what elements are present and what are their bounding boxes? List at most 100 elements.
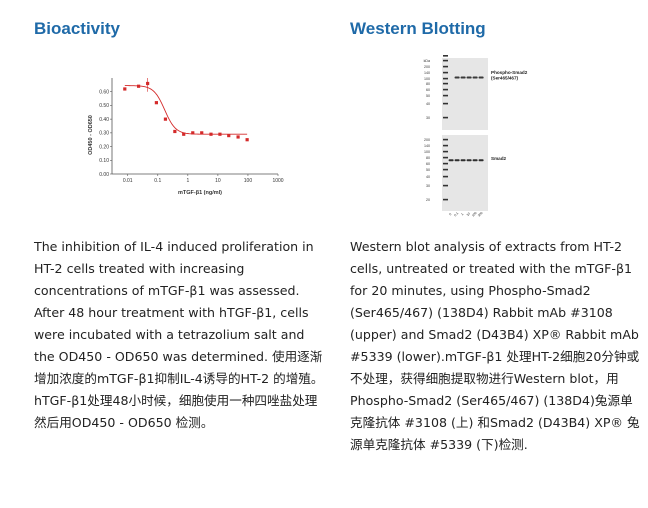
data-point	[191, 131, 195, 135]
data-point	[218, 132, 222, 136]
upper-ladder-band	[443, 102, 448, 105]
lower-ladder-label: 80	[426, 156, 430, 160]
lower-ladder-band	[443, 184, 448, 187]
bioactivity-description: The inhibition of IL-4 induced prolifera…	[34, 239, 324, 430]
lower-ladder-labels: 200 140 100 80 60 50 40 30 20	[424, 138, 448, 202]
y-tick-label: 0.00	[99, 172, 109, 178]
upper-ladder-label: 80	[426, 82, 430, 86]
upper-ladder-band	[443, 65, 448, 68]
data-point	[136, 84, 141, 88]
upper-antibody-label: Phospho-Smad2 (Ser465/467)	[491, 70, 529, 81]
data-point	[173, 129, 177, 134]
lower-ladder-label: 200	[424, 138, 430, 142]
data-point	[146, 81, 150, 86]
y-tick-label: 0.30	[99, 131, 109, 137]
upper-ladder-band	[443, 71, 448, 74]
upper-ladder-band	[443, 77, 448, 80]
phospho-smad2-band	[472, 76, 478, 79]
smad2-band	[460, 159, 466, 162]
upper-ladder-label: 200	[424, 65, 430, 69]
lower-ladder-label: 100	[424, 150, 430, 154]
lower-ladder-band	[443, 198, 448, 201]
upper-ladder-label: 20	[426, 55, 430, 56]
data-points	[123, 78, 249, 142]
upper-membrane	[442, 58, 488, 130]
y-tick-label: 0.10	[99, 158, 109, 164]
phospho-smad2-band	[460, 76, 466, 79]
data-point	[163, 117, 168, 121]
lower-ladder-band	[443, 144, 448, 147]
smad2-band	[448, 159, 454, 162]
upper-ladder-band	[443, 116, 448, 119]
upper-ladder-label: kDa	[424, 59, 430, 63]
smad2-band	[472, 159, 478, 162]
dose-response-chart: 0.00 0.10 0.20 0.30 0.40 0.50 0.60 0.01 0.1 1 10 10…	[88, 78, 284, 196]
lane-labels: 0 0.1 1 10 100 300	[448, 211, 483, 218]
blot-bands	[448, 76, 484, 162]
lower-ladder-band	[443, 168, 448, 171]
y-tick-label: 0.50	[99, 103, 109, 109]
phospho-smad2-band	[478, 76, 484, 79]
data-point	[245, 138, 249, 142]
data-point	[200, 131, 204, 135]
lane-label: 100	[471, 211, 478, 218]
y-axis-label: OD450 - OD650	[88, 115, 94, 155]
upper-ladder-band	[443, 59, 448, 62]
x-tick-label: 0.1	[154, 178, 161, 184]
lower-ladder-label: 20	[426, 198, 430, 202]
lower-ladder-band	[443, 138, 448, 141]
lane-label: 0	[448, 212, 452, 216]
data-point	[154, 101, 158, 105]
lower-antibody-label: Smad2	[491, 156, 507, 161]
upper-ladder-label: 40	[426, 102, 430, 106]
lower-ladder-band	[443, 150, 448, 153]
y-tick-label: 0.60	[99, 90, 109, 96]
lane-label: 300	[477, 211, 484, 218]
upper-ladder-band	[443, 82, 448, 85]
bioactivity-chart: 0.00 0.10 0.20 0.30 0.40 0.50 0.60 0.01 0.1 1 10 10…	[78, 70, 293, 200]
western-blotting-description: Western blot analysis of extracts from H…	[350, 239, 640, 452]
x-axis-label: mTGF-β1 (ng/ml)	[178, 190, 222, 196]
upper-ladder-band	[443, 88, 448, 91]
upper-antibody-name: Phospho-Smad2	[491, 70, 528, 75]
x-tick-label: 10	[215, 178, 221, 184]
lower-ladder-label: 140	[424, 144, 430, 148]
lower-ladder-label: 40	[426, 175, 430, 179]
fit-curve-line	[124, 85, 248, 135]
data-point	[182, 132, 186, 136]
upper-ladder-label: 140	[424, 71, 430, 75]
lower-ladder-label: 30	[426, 184, 430, 188]
western-blotting-heading: Western Blotting	[350, 19, 486, 38]
y-tick-label: 0.20	[99, 144, 109, 150]
smad2-band	[454, 159, 460, 162]
data-point	[123, 87, 127, 91]
lower-ladder-label: 50	[426, 168, 430, 172]
x-tick-label: 100	[244, 178, 253, 184]
lower-ladder-band	[443, 175, 448, 178]
phospho-smad2-band	[454, 76, 460, 79]
y-tick-label: 0.40	[99, 117, 109, 123]
lower-membrane	[442, 135, 488, 211]
upper-ladder-label: 50	[426, 94, 430, 98]
bioactivity-heading: Bioactivity	[34, 19, 120, 38]
lane-label: 10	[466, 211, 471, 216]
upper-ladder-label: 100	[424, 77, 430, 81]
smad2-band	[466, 159, 472, 162]
upper-ladder-band	[443, 55, 448, 57]
x-tick-label: 0.01	[123, 178, 133, 184]
data-point	[227, 134, 231, 138]
data-point	[236, 135, 240, 139]
upper-ladder-label: 60	[426, 88, 430, 92]
lower-ladder-band	[443, 162, 448, 165]
data-point	[209, 132, 213, 136]
upper-ladder-label: 30	[426, 116, 430, 120]
lower-ladder-band	[443, 156, 448, 159]
x-tick-label: 1000	[272, 178, 283, 184]
upper-ladder-band	[443, 94, 448, 97]
lane-label: 0.1	[453, 211, 459, 217]
upper-antibody-site: (Ser465/467)	[491, 76, 519, 81]
lane-label: 1	[460, 212, 464, 216]
